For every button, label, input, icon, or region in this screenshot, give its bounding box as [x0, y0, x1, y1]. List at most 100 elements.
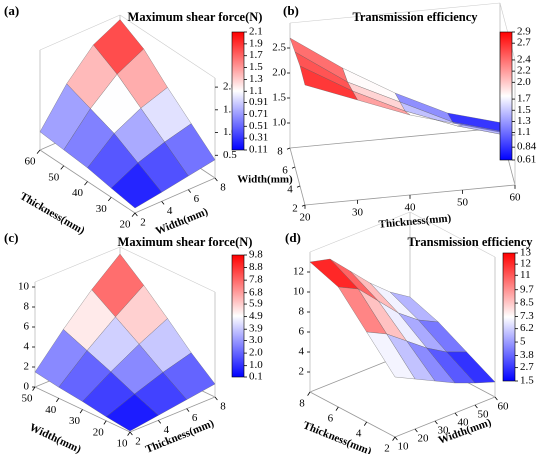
x-tick — [363, 421, 367, 426]
colorbar-tick-label: 0.71 — [249, 108, 268, 120]
x-tick-label: 8 — [299, 398, 305, 410]
z-tick-label: 2 — [299, 366, 305, 378]
z-tick-label: 2.0 — [272, 67, 286, 79]
box-edge — [289, 127, 501, 149]
x-axis-label: Thickness(mm) — [301, 419, 373, 454]
y-tick-label: 4 — [287, 184, 293, 196]
y-axis-label: Width(mm) — [237, 174, 293, 186]
colorbar-tick-label: 13 — [520, 247, 532, 259]
x-tick-label: 2 — [384, 443, 390, 454]
y-tick-label: 2 — [292, 203, 298, 215]
x-tick-label: 50 — [22, 393, 34, 405]
colorbar-tick-label: 3.0 — [249, 334, 263, 346]
box-edge — [134, 177, 216, 214]
colorbar-tick-label: 0.61 — [517, 154, 536, 166]
colorbar — [499, 31, 513, 161]
x-tick — [335, 406, 339, 411]
y-tick-label: 8 — [220, 182, 226, 194]
colorbar-tick-label: 6.2 — [520, 322, 534, 334]
y-tick — [494, 396, 498, 401]
colorbar-tick-label: 1.1 — [249, 85, 263, 97]
y-tick-label: 40 — [458, 417, 470, 429]
box-edge — [129, 396, 216, 433]
y-tick — [394, 436, 398, 441]
y-tick — [474, 404, 478, 409]
z-tick-label: 8 — [299, 306, 305, 318]
panel-title: Transmission efficiency — [407, 235, 533, 249]
surface-patch — [111, 162, 162, 209]
y-tick — [454, 412, 458, 417]
colorbar-tick-label: 8.8 — [249, 261, 263, 273]
colorbar-tick-label: 3.9 — [249, 323, 263, 335]
x-tick-label: 6 — [328, 413, 334, 425]
z-tick-label: 2.5 — [272, 42, 286, 54]
x-tick-label: 50 — [457, 197, 469, 209]
y-tick — [188, 189, 192, 193]
x-tick — [107, 196, 112, 202]
colorbar-tick-label: 0.11 — [249, 144, 268, 156]
panel-title: Maximum shear force(N) — [118, 235, 253, 249]
y-tick — [291, 166, 296, 169]
z-tick-label: 0 — [24, 381, 30, 393]
colorbar-tick-label: 6.8 — [249, 286, 263, 298]
y-tick — [186, 408, 190, 412]
x-tick — [36, 149, 41, 154]
x-tick-label: 30 — [352, 207, 364, 219]
colorbar-tick-label: 1.1 — [517, 126, 531, 138]
colorbar-tick-label: 1.5 — [517, 104, 531, 116]
colorbar-tick-label: 1.7 — [517, 93, 531, 105]
colorbar-tick-label: 2.4 — [517, 53, 531, 65]
x-axis-label: Thickness(mm) — [378, 212, 452, 230]
colorbar-tick-label: 0.1 — [249, 371, 263, 383]
box-edge — [119, 14, 216, 79]
y-tick — [296, 185, 301, 188]
colorbar-tick-label: 4.9 — [249, 310, 263, 322]
box-edge — [289, 2, 501, 24]
colorbar-tick-label: 1.5 — [249, 61, 263, 73]
colorbar-tick-label: 1.0 — [249, 359, 263, 371]
y-axis-label: Thickness(mm) — [144, 417, 216, 454]
x-tick-label: 60 — [25, 156, 37, 168]
z-tick-label: 1.0 — [272, 117, 286, 129]
x-tick — [127, 431, 131, 436]
colorbar-tick-label: 7.8 — [249, 274, 263, 286]
box-edge — [34, 246, 121, 283]
y-tick — [134, 212, 138, 217]
colorbar-tick-label: 0.51 — [249, 120, 268, 132]
colorbar-tick-label: 5 — [520, 336, 526, 348]
y-tick-label: 30 — [438, 425, 450, 437]
x-tick-label: 20 — [120, 219, 132, 231]
colorbar — [231, 31, 245, 151]
x-tick-label: 10 — [117, 438, 129, 450]
colorbar-tick-label: 2.0 — [517, 76, 531, 88]
y-axis-label: Width(mm) — [154, 206, 210, 238]
colorbar-tick-label: 0.31 — [249, 132, 268, 144]
y-tick-label: 10 — [398, 441, 410, 453]
z-tick-label: 2 — [24, 361, 30, 373]
surface-patch — [105, 393, 159, 432]
x-tick-label: 20 — [93, 426, 105, 438]
colorbar-tick-label: 2.0 — [249, 347, 263, 359]
z-tick-label: 6 — [299, 326, 305, 338]
box-edge — [394, 396, 496, 438]
y-tick-label: 6 — [192, 412, 198, 424]
colorbar-tick-label: 8.5 — [520, 297, 534, 309]
x-tick — [84, 181, 88, 186]
panel-label: (b) — [283, 3, 299, 18]
panel-label: (a) — [4, 3, 19, 18]
colorbar-tick-label: 1.5 — [520, 375, 534, 387]
x-tick — [32, 386, 36, 391]
box-edge — [409, 211, 496, 258]
y-tick-label: 2 — [140, 217, 146, 229]
colorbar-tick-label: 9.7 — [520, 283, 534, 295]
x-tick-label: 40 — [405, 202, 417, 214]
x-tick — [79, 409, 83, 414]
colorbar-tick-label: 7.3 — [520, 310, 534, 322]
y-tick — [434, 420, 438, 425]
colorbar-tick-label: 2.2 — [517, 65, 531, 77]
colorbar-tick-label: 11 — [520, 269, 531, 281]
panel-label: (d) — [285, 230, 301, 245]
x-tick — [60, 165, 65, 170]
box-edge — [309, 211, 411, 253]
